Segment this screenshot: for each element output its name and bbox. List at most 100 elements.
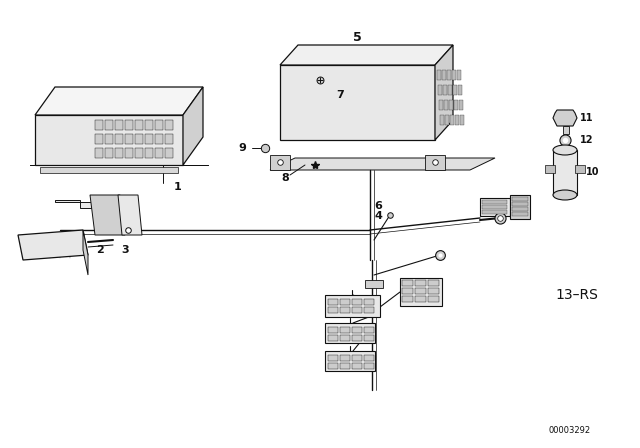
Text: 13–RS: 13–RS <box>555 288 598 302</box>
Bar <box>364 327 374 333</box>
Bar <box>415 280 426 286</box>
Bar <box>482 205 507 209</box>
Bar <box>115 120 123 130</box>
Bar <box>400 278 442 306</box>
Bar <box>452 70 456 80</box>
Polygon shape <box>83 230 88 275</box>
Text: 00003292: 00003292 <box>549 426 591 435</box>
Bar <box>165 148 173 158</box>
Text: 7: 7 <box>336 90 344 100</box>
Bar <box>165 134 173 144</box>
Polygon shape <box>270 158 495 170</box>
Bar <box>545 165 555 173</box>
Ellipse shape <box>553 145 577 155</box>
Bar <box>364 355 374 361</box>
Text: 11: 11 <box>580 113 594 123</box>
Bar <box>325 351 375 371</box>
Bar <box>270 155 290 170</box>
Bar <box>95 134 103 144</box>
Bar <box>444 100 448 110</box>
Bar <box>443 85 447 95</box>
Polygon shape <box>35 115 183 165</box>
Bar <box>145 120 153 130</box>
Bar <box>453 85 457 95</box>
Polygon shape <box>280 45 453 65</box>
Bar <box>415 296 426 302</box>
Bar <box>364 363 374 369</box>
Polygon shape <box>435 45 453 140</box>
Bar <box>442 70 446 80</box>
Bar <box>155 148 163 158</box>
Bar <box>352 299 362 305</box>
Polygon shape <box>183 87 203 165</box>
Bar <box>364 307 374 313</box>
Bar <box>95 148 103 158</box>
Bar <box>440 115 444 125</box>
Bar <box>510 195 530 219</box>
Bar <box>340 307 350 313</box>
Bar <box>328 363 338 369</box>
Bar <box>328 335 338 341</box>
Bar <box>457 70 461 80</box>
Bar <box>364 299 374 305</box>
Bar <box>460 115 464 125</box>
Bar <box>438 85 442 95</box>
Bar <box>328 327 338 333</box>
Bar <box>553 150 577 195</box>
Bar <box>364 335 374 341</box>
Bar <box>115 134 123 144</box>
Bar <box>447 70 451 80</box>
Polygon shape <box>90 195 125 235</box>
Text: 3: 3 <box>121 245 129 255</box>
Bar <box>563 126 569 134</box>
Bar <box>328 299 338 305</box>
Bar <box>135 148 143 158</box>
Bar <box>482 200 507 204</box>
Polygon shape <box>55 200 105 208</box>
Text: 12: 12 <box>580 135 594 145</box>
Bar <box>450 115 454 125</box>
Bar <box>352 355 362 361</box>
Bar <box>402 280 413 286</box>
Polygon shape <box>118 195 142 235</box>
Bar <box>428 280 439 286</box>
Bar <box>95 120 103 130</box>
Text: 2: 2 <box>96 245 104 255</box>
Bar <box>105 120 113 130</box>
Bar <box>135 120 143 130</box>
Bar <box>340 299 350 305</box>
Bar <box>105 148 113 158</box>
Polygon shape <box>18 230 88 260</box>
Bar <box>340 335 350 341</box>
Bar <box>40 167 178 173</box>
Bar <box>328 307 338 313</box>
Text: 1: 1 <box>174 182 182 192</box>
Text: 5: 5 <box>353 30 362 43</box>
Bar <box>402 296 413 302</box>
Bar <box>455 115 459 125</box>
Bar <box>512 212 528 216</box>
Bar <box>428 296 439 302</box>
Bar <box>125 120 133 130</box>
Text: 9: 9 <box>238 143 246 153</box>
Bar <box>512 207 528 211</box>
Bar <box>512 202 528 206</box>
Bar <box>415 288 426 294</box>
Bar <box>105 134 113 144</box>
Bar <box>325 323 375 343</box>
Bar <box>448 85 452 95</box>
Text: 10: 10 <box>586 167 600 177</box>
Bar <box>445 115 449 125</box>
Bar <box>125 134 133 144</box>
Bar <box>575 165 585 173</box>
Bar <box>449 100 453 110</box>
Bar <box>165 120 173 130</box>
Bar <box>125 148 133 158</box>
Bar <box>352 335 362 341</box>
Bar <box>454 100 458 110</box>
Text: 4: 4 <box>374 211 382 221</box>
Bar <box>135 134 143 144</box>
Bar <box>437 70 441 80</box>
Bar <box>425 155 445 170</box>
Bar <box>340 355 350 361</box>
